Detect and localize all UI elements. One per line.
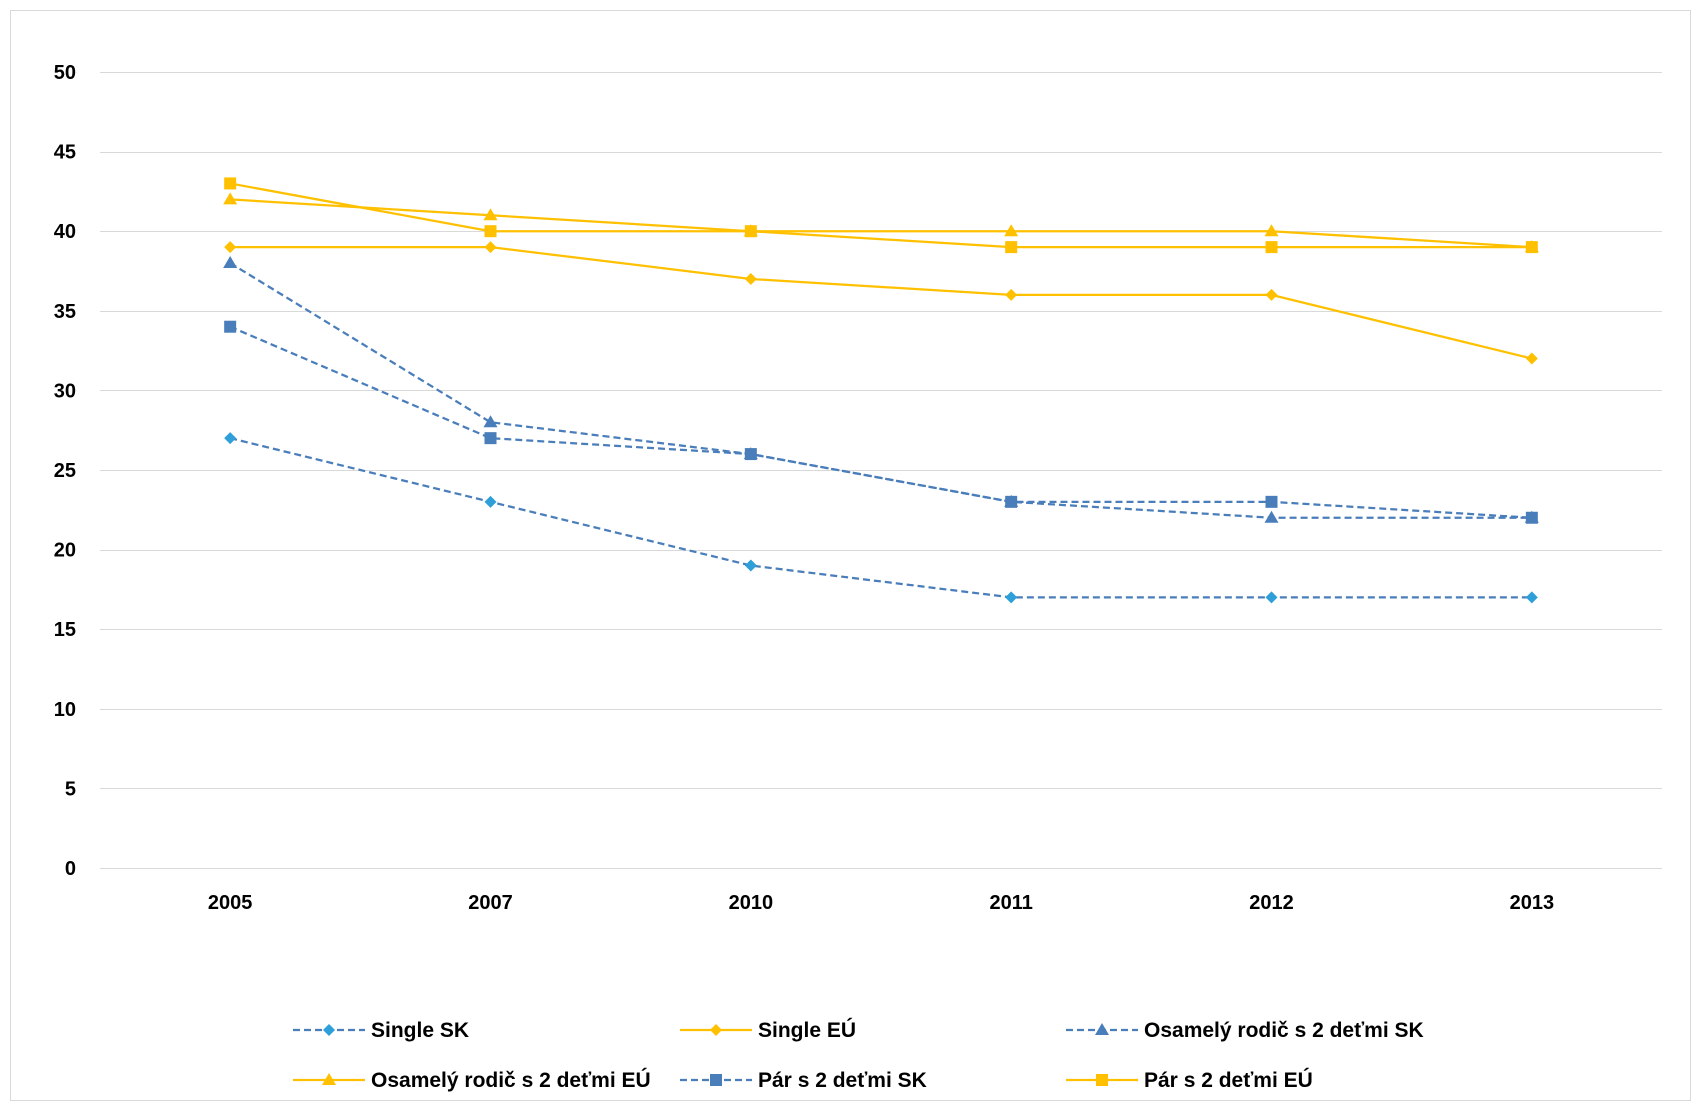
x-tick-label: 2012 <box>1249 892 1294 914</box>
data-point-marker <box>744 448 757 461</box>
series-layer <box>223 177 1539 604</box>
data-point-marker <box>484 495 497 508</box>
data-point-marker <box>1004 224 1019 237</box>
data-point-marker <box>744 272 757 285</box>
data-point-marker <box>484 432 497 445</box>
data-point-marker <box>483 208 498 221</box>
data-point-marker <box>1265 288 1278 301</box>
data-point-marker <box>1265 241 1278 254</box>
legend-marker <box>710 1074 722 1086</box>
y-tick-label: 15 <box>54 619 76 641</box>
legend-item: Pár s 2 deťmi EÚ <box>1066 1068 1313 1092</box>
legend-label: Pár s 2 deťmi EÚ <box>1144 1068 1313 1092</box>
series-line <box>230 245 1533 360</box>
data-point-marker <box>223 192 238 205</box>
legend-item: Pár s 2 deťmi SK <box>680 1069 927 1092</box>
data-point-marker <box>1525 241 1538 254</box>
x-tick-label: 2013 <box>1510 892 1555 914</box>
data-point-marker <box>1005 591 1018 604</box>
y-tick-label: 25 <box>54 460 76 482</box>
y-tick-label: 40 <box>54 221 76 243</box>
data-point-marker <box>1525 591 1538 604</box>
y-tick-label: 20 <box>54 540 76 562</box>
y-tick-label: 5 <box>65 778 76 800</box>
legend-label: Single EÚ <box>758 1018 856 1042</box>
data-point-marker <box>1005 288 1018 301</box>
legend-marker <box>1096 1074 1108 1086</box>
legend-label: Osamelý rodič s 2 deťmi EÚ <box>371 1068 651 1092</box>
legend-item: Osamelý rodič s 2 deťmi SK <box>1066 1019 1424 1042</box>
series-5 <box>224 177 1538 254</box>
data-point-marker <box>223 256 238 269</box>
y-tick-label: 0 <box>65 858 76 880</box>
data-point-marker <box>224 432 237 445</box>
series-line <box>229 437 1532 599</box>
series-1 <box>224 241 1538 365</box>
legend-item: Osamelý rodič s 2 deťmi EÚ <box>293 1068 651 1092</box>
data-point-marker <box>744 225 757 238</box>
series-line <box>229 325 1532 519</box>
legend-marker <box>323 1024 335 1036</box>
data-point-marker <box>224 241 237 254</box>
x-tick-label: 2005 <box>208 892 253 914</box>
legend-marker <box>710 1024 722 1036</box>
data-point-marker <box>1265 495 1278 508</box>
y-axis-tick-labels: 0 5 10 15 20 25 30 35 40 45 50 <box>54 62 76 880</box>
chart-border <box>10 10 1691 1101</box>
data-point-marker <box>1264 510 1279 523</box>
series-0 <box>224 432 1538 604</box>
legend-item: Single SK <box>293 1019 469 1042</box>
data-point-marker <box>1265 591 1278 604</box>
x-tick-label: 2010 <box>729 892 774 914</box>
x-tick-label: 2011 <box>989 892 1032 914</box>
legend-marker <box>1095 1023 1109 1035</box>
data-point-marker <box>1005 241 1018 254</box>
data-point-marker <box>744 559 757 572</box>
data-point-marker <box>483 415 498 428</box>
data-point-marker <box>484 225 497 238</box>
series-line <box>229 182 1532 249</box>
series-4 <box>224 320 1538 524</box>
legend-label: Single SK <box>371 1019 469 1042</box>
legend-item: Single EÚ <box>680 1018 856 1042</box>
x-tick-label: 2007 <box>468 892 513 914</box>
legend-label: Pár s 2 deťmi SK <box>758 1069 927 1092</box>
data-point-marker <box>1264 224 1279 237</box>
y-tick-label: 45 <box>54 142 76 164</box>
data-point-marker <box>224 177 237 190</box>
y-tick-label: 10 <box>54 699 76 721</box>
y-tick-label: 30 <box>54 380 76 402</box>
legend-marker <box>322 1073 336 1085</box>
y-tick-label: 50 <box>54 62 76 84</box>
data-point-marker <box>1005 495 1018 508</box>
y-tick-label: 35 <box>54 301 76 323</box>
data-point-marker <box>224 320 237 333</box>
legend-label: Osamelý rodič s 2 deťmi SK <box>1144 1019 1424 1042</box>
data-point-marker <box>1525 352 1538 365</box>
legend: Single SK Single EÚ Osamelý rodič s 2 deťm… <box>293 1018 1424 1092</box>
data-point-marker <box>484 241 497 254</box>
data-point-marker <box>1525 511 1538 524</box>
x-axis-tick-labels: 2005 2007 2010 2011 2012 2013 <box>208 892 1554 914</box>
series-line <box>230 198 1532 249</box>
